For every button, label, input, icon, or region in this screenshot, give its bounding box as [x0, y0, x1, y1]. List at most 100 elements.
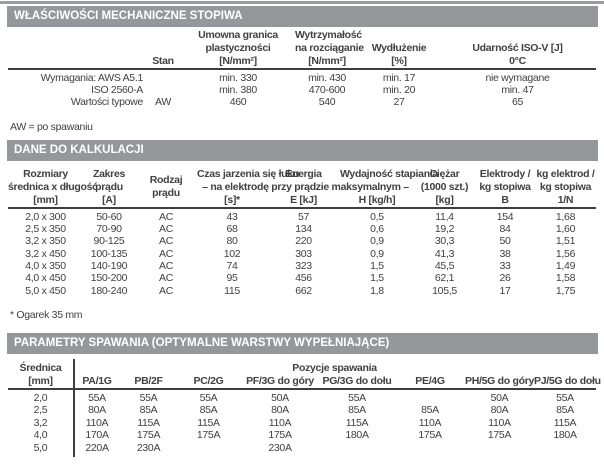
table-cell: 85A: [556, 404, 574, 417]
table-cell: 90-125: [93, 235, 125, 248]
table-row: 4,0 170A 175A 175A 175A 180A 175A 175A 180A: [8, 429, 596, 442]
table-cell: 100-135: [90, 247, 128, 260]
table-cell: 41,3: [434, 247, 455, 260]
table-cell: [395, 442, 465, 455]
table-cell: 33: [499, 260, 511, 273]
table-cell: 43: [226, 210, 238, 223]
table-cell: 323: [295, 260, 312, 273]
table-cell: 50A: [490, 391, 509, 404]
table-cell: 55A: [88, 391, 106, 404]
col-header-arc-time: Czas jarzenia się łuku: [197, 168, 299, 180]
table-cell: 170A: [85, 429, 109, 442]
table-cell: 115: [224, 284, 240, 297]
table-cell: 50-60: [96, 210, 122, 223]
table-cell: 80A: [490, 404, 509, 417]
table-row: 3,2 x 450 100-135 AC 102 303 0,9 41,3 38 1,56: [8, 248, 596, 260]
group-unit-labels: [s]* E [kJ] H [kg/h]: [197, 194, 414, 207]
table-cell: 0,9: [370, 235, 384, 248]
table-cell: 80A: [271, 404, 289, 417]
table-cell: AC: [159, 247, 173, 260]
table-cell: [145, 72, 181, 84]
table-cell: 134: [295, 222, 312, 235]
table-cell: 180-240: [90, 284, 128, 297]
col-header-weight: Ciężar (1000 szt.) [kg]: [420, 168, 469, 206]
table-cell: 11,4: [435, 210, 454, 223]
table-cell: 85A: [139, 404, 158, 417]
table-cell: 80A: [88, 404, 106, 417]
welding-parameters-table: Średnica [mm] Pozycje spawania PA/1G PB/…: [8, 357, 601, 457]
table-cell: 55A: [556, 391, 574, 404]
table-cell: 470-600: [308, 83, 346, 96]
table-row: 5,0 x 450 180-240 AC 115 662 1,8 105,5 17 1,75: [8, 285, 596, 297]
table-cell: 85A: [421, 404, 439, 417]
table-cell: ISO 2560-A: [91, 83, 143, 96]
table-cell: 456: [295, 272, 312, 285]
table-cell: 1,5: [370, 272, 384, 285]
table-cell: 1,5: [370, 260, 384, 273]
table-cell: 17: [499, 284, 511, 297]
table-row: ISO 2560-A min. 380 470-600 min. 20 min. 47: [8, 84, 596, 96]
col-header-pf-3g: PF/3G do góry: [246, 375, 314, 387]
table-cell: 230A: [268, 441, 292, 454]
table-cell: 175A: [418, 429, 442, 442]
table-cell: 220: [295, 235, 312, 248]
unit-rate: H [kg/h]: [358, 194, 396, 206]
position-column-headers: PA/1G PB/2F PC/2G PF/3G do góry PG/3G do…: [73, 375, 601, 388]
table-cell: 1,75: [555, 284, 576, 297]
col-header-size: Rozmiary średnica x długość [mm]: [8, 168, 98, 206]
col-header-impact: Udarność ISO-V [J] 0°C: [472, 42, 563, 67]
col-header-tensile-strength: Wytrzymałość na rozciąganie [N/mm²]: [295, 29, 364, 67]
calculation-table-body: 2,0 x 300 50-60 AC 43 57 0,5 11,4 154 1,68 2,5 x …: [8, 209, 596, 297]
table-cell: 55A: [199, 391, 218, 404]
table-cell: 1,51: [555, 235, 576, 248]
table-cell: 1,60: [555, 222, 576, 235]
welding-table-body: 2,0 55A 55A 55A 50A 55A 50A 55A 2,5 80A 85A 85A 80A 8…: [8, 390, 596, 454]
table-cell: 5,0 x 450: [25, 284, 66, 297]
table-cell: [534, 442, 596, 455]
table-cell: 5,0: [33, 441, 48, 454]
table-row: Wymagania: AWS A5.1 min. 330 min. 430 min. …: [8, 72, 596, 84]
table-cell: min. 17: [382, 71, 416, 84]
table-cell: [395, 392, 465, 405]
table-cell: 115A: [197, 416, 220, 429]
col-header-energy: Energia: [285, 168, 322, 180]
table-cell: nie wymagane: [485, 71, 550, 84]
table-row: 2,0 x 300 50-60 AC 43 57 0,5 11,4 154 1,68: [8, 211, 596, 223]
table-row: 3,2 x 350 90-125 AC 80 220 0,9 30,3 50 1,51: [8, 235, 596, 247]
section-title-calculation: DANE DO KALKULACJI: [14, 144, 144, 156]
welding-table-header: Średnica [mm] Pozycje spawania PA/1G PB/…: [8, 357, 601, 390]
unit-seconds: [s]*: [224, 194, 240, 206]
col-group-welding-positions: Pozycje spawania PA/1G PB/2F PC/2G PF/3G…: [73, 361, 601, 388]
table-cell: 1,58: [555, 272, 576, 285]
table-cell: 3,2 x 350: [25, 235, 66, 248]
table-cell: 38: [499, 247, 511, 260]
table-cell: 84: [499, 222, 511, 235]
table-cell: 102: [223, 247, 241, 260]
table-cell: Wartości typowe: [70, 96, 143, 109]
table-row: 2,5 x 350 70-90 AC 68 134 0,6 19,2 84 1,60: [8, 223, 596, 235]
table-cell: 4,0 x 450: [25, 272, 66, 285]
col-header-pj-5g: PJ/5G do dołu: [534, 375, 601, 387]
table-cell: [176, 442, 241, 455]
diameter-column-divider: [73, 359, 75, 457]
table-cell: [319, 442, 395, 455]
table-cell: AC: [159, 210, 173, 223]
table-cell: 180A: [345, 429, 369, 442]
table-cell: 70-90: [96, 222, 122, 235]
col-header-yield-strength: Umowna granica plastyczności [N/mm²]: [198, 29, 278, 67]
col-header-current-type: Rodzaj prądu: [149, 174, 183, 199]
table-cell: 2,5 x 350: [25, 222, 66, 235]
section-title-welding: PARAMETRY SPAWANIA (OPTYMALNE WARSTWY WY…: [14, 337, 390, 349]
table-cell: AW: [155, 96, 171, 109]
section-bar-mechanical-properties: WŁAŚCIWOŚCI MECHANICZNE STOPIWA: [7, 6, 598, 27]
table-cell: 460: [229, 96, 247, 109]
table-cell: 110A: [268, 416, 292, 429]
table-cell: 1,68: [555, 210, 576, 223]
table-row: 4,0 x 350 140-190 AC 74 323 1,5 45,5 33 1,49: [8, 260, 596, 272]
table-cell: 0,6: [370, 222, 384, 235]
calculation-data-table: Rozmiary średnica x długość [mm] Zakres …: [8, 166, 596, 297]
col-header-diameter: Średnica [mm]: [19, 362, 62, 387]
table-cell: 180A: [553, 429, 577, 442]
table-cell: 0,9: [370, 247, 384, 260]
group-spanning-note: – na elektrodę przy prądzie maksymalnym …: [202, 181, 409, 193]
